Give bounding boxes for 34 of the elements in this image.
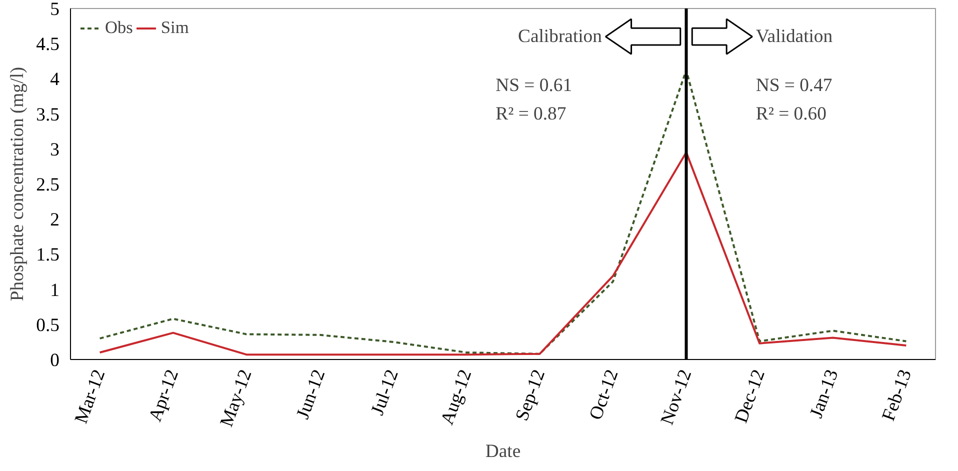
y-tick-label: 3 xyxy=(50,139,60,160)
x-tick-label: Jan-13 xyxy=(806,366,843,421)
annotation: NS = 0.47 xyxy=(756,75,832,96)
annotation: Validation xyxy=(756,26,834,48)
y-tick-label: 0 xyxy=(50,350,60,371)
y-tick-label: 1.5 xyxy=(36,244,60,266)
y-tick-label: 2.5 xyxy=(36,174,60,196)
y-tick-label: 4.5 xyxy=(36,34,60,56)
x-tick-label: Jul-12 xyxy=(367,366,403,418)
legend-label: Obs xyxy=(105,18,133,38)
x-tick-label: May-12 xyxy=(216,366,256,430)
y-tick-label: 3.5 xyxy=(36,104,60,126)
legend-label: Sim xyxy=(160,18,189,38)
x-tick-label: Jun-12 xyxy=(292,366,330,422)
y-tick-label: 5 xyxy=(50,0,60,20)
annotation: R² = 0.87 xyxy=(496,103,566,124)
y-tick-label: 4 xyxy=(50,69,60,90)
x-tick-label: Apr-12 xyxy=(144,366,183,424)
x-tick-label: Aug-12 xyxy=(436,366,476,428)
x-tick-label: Nov-12 xyxy=(656,366,696,428)
x-tick-label: Sep-12 xyxy=(512,366,550,424)
annotation: R² = 0.60 xyxy=(756,103,826,124)
line-series xyxy=(98,151,908,356)
y-tick-label: 2 xyxy=(50,210,60,231)
y-axis-title: Phosphate concentration (mg/l) xyxy=(7,66,28,302)
x-tick-label: Feb-13 xyxy=(878,366,916,424)
y-tick-label: 1 xyxy=(50,280,60,301)
x-axis-title: Date xyxy=(485,441,521,462)
annotation: Calibration xyxy=(518,26,603,48)
y-tick-label: 0.5 xyxy=(36,314,60,336)
x-tick-label: Oct-12 xyxy=(585,366,623,423)
annotation: NS = 0.61 xyxy=(496,75,572,96)
x-tick-label: Dec-12 xyxy=(730,366,770,426)
x-tick-label: Mar-12 xyxy=(70,366,110,426)
